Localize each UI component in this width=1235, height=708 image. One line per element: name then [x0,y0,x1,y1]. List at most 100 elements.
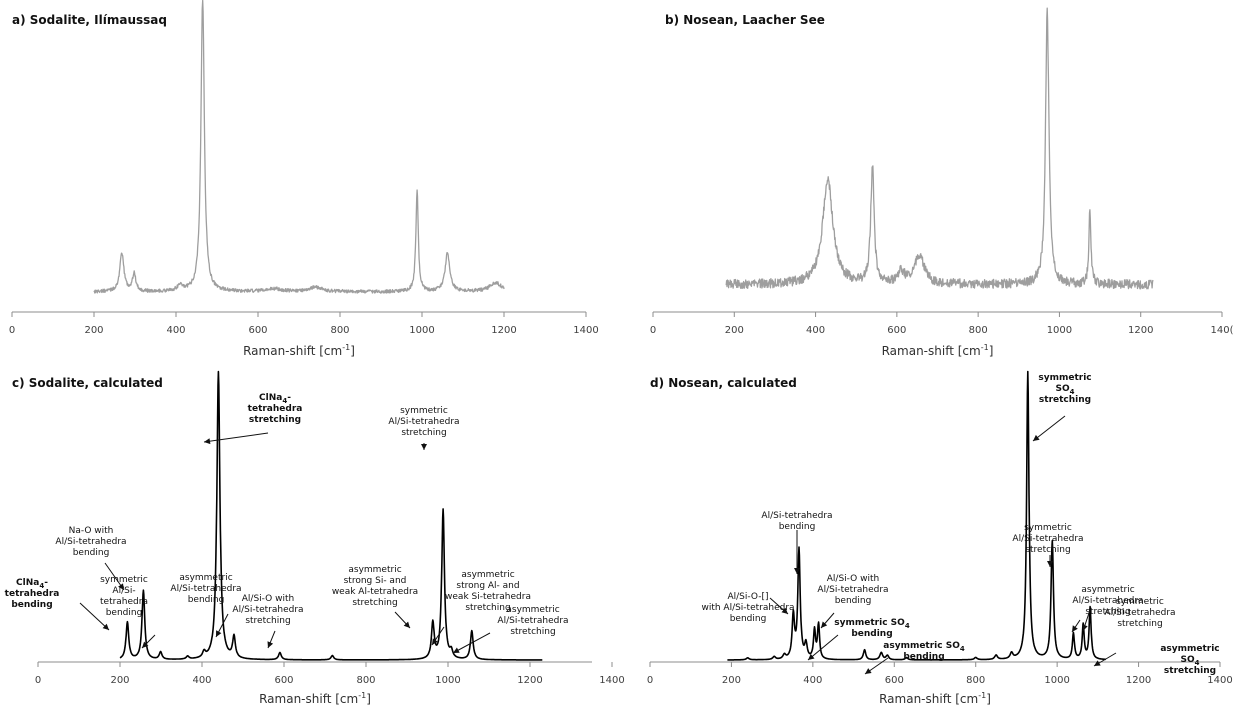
arrow-head-icon [102,623,109,630]
annotation-label: Na-O with Al/Si-tetrahedra bending [55,526,126,558]
x-tick-label: 0 [9,325,15,336]
panel-d: d) Nosean, calculated 0 200 400 600 800 1000 12… [647,370,1233,706]
arrow-head-icon [1082,624,1088,631]
peak-annotation: ClNa4-tetrahedra bending [5,578,110,631]
annotation-label: symmetric Al/Si-tetrahedra stretching [1012,523,1083,555]
x-tick-label: 800 [966,675,985,686]
spectrum-line [725,7,1154,290]
x-axis-label: Raman-shift [cm-1] [882,343,994,358]
annotation-arrow [452,632,491,654]
x-tick-label: 600 [887,325,906,336]
x-tick-label: 200 [84,325,103,336]
annotation-arrow [807,634,839,661]
arrow-head-icon [204,438,211,445]
peak-annotation: ClNa4-tetrahedra stretching [203,393,303,445]
x-tick-label: 1000 [435,675,460,686]
peak-annotation: asymmetric SO4​bending [864,641,965,675]
peak-annotation: asymmetric Al/Si-tetrahedra stretching [452,605,569,654]
panel-title: a) Sodalite, Ilímaussaq [12,13,167,27]
annotation-label: Al/Si-tetrahedra bending [761,511,832,532]
x-tick-label: 200 [722,675,741,686]
peak-annotation: Al/Si-O with Al/Si-tetrahedra bending [817,574,889,629]
x-tick-label: 1400 [1207,675,1232,686]
peak-annotation: Al/Si-O with Al/Si-tetrahedra stretching [232,594,304,649]
x-tick-label: 600 [274,675,293,686]
x-tick-label: 0 [650,325,656,336]
x-tick-label: 600 [885,675,904,686]
arrow-head-icon [1072,625,1078,632]
arrow-head-icon [1033,434,1040,441]
annotation-label: Al/Si-O-[] with Al/Si-tetrahedra bending [701,592,794,624]
panel-b: b) Nosean, Laacher See 0 200 400 600 800 1000 1… [650,7,1234,358]
x-tick-label: 1400 [573,325,598,336]
spectrum-line [727,370,1107,661]
spectrum-line [119,370,543,661]
annotation-label: symmetric Al/Si-tetrahedra stretching [388,406,459,438]
annotation-label: asymmetric SO4​bending [883,641,965,662]
peak-annotation: asymmetric Al/Si-tetrahedra stretching [1071,585,1144,633]
arrow-head-icon [1047,561,1053,567]
x-tick-label: 400 [803,675,822,686]
x-tick-label: 200 [110,675,129,686]
annotation-label: symmetric SO4​bending [834,618,910,639]
peak-annotation: symmetric Al/Si-tetrahedra bending [100,575,156,649]
x-tick-label: 1200 [491,325,516,336]
arrow-head-icon [1094,660,1101,666]
annotation-label: ClNa4-tetrahedra stretching [248,393,303,425]
annotation-label: asymmetric Al/Si-tetrahedra bending [170,573,241,605]
x-tick-label: 1000 [1047,325,1072,336]
annotation-label: asymmetric Al/Si-tetrahedra stretching [497,605,568,637]
annotation-label: symmetric Al/Si-tetrahedra bending [100,575,148,618]
annotation-arrow [79,602,110,631]
x-axis-label: Raman-shift [cm-1] [259,691,371,706]
x-tick-label: 1200 [1126,675,1151,686]
peak-annotation: asymmetric strong Al- and weak Si-tetrahed… [431,570,531,646]
x-tick-label: 800 [330,325,349,336]
x-axis-label: Raman-shift [cm-1] [243,343,355,358]
x-tick-label: 800 [356,675,375,686]
x-tick-label: 200 [725,325,744,336]
annotation-arrow [203,432,269,443]
x-tick-label: 1200 [1128,325,1153,336]
annotation-label: Al/Si-O with Al/Si-tetrahedra stretching [232,594,303,626]
arrow-head-icon [794,568,800,574]
peak-annotation: symmetric Al/Si-tetrahedra stretching [1082,597,1176,632]
arrow-head-icon [421,444,427,450]
arrow-head-icon [216,630,222,637]
x-tick-label: 400 [806,325,825,336]
arrow-head-icon [403,621,410,628]
peak-annotation: symmetric Al/Si-tetrahedra stretching [388,406,460,450]
arrow-head-icon [865,668,872,674]
arrow-head-icon [453,647,460,653]
peak-annotation: symmetric Al/Si-tetrahedra stretching [1012,523,1084,567]
x-tick-label: 0 [35,675,41,686]
panel-a: a) Sodalite, Ilímaussaq 0 200 400 600 800 1000… [9,0,599,358]
spectrum-line [93,0,505,294]
x-tick-label: 0 [647,675,653,686]
arrow-head-icon [781,607,788,614]
x-tick-label: 800 [969,325,988,336]
arrow-head-icon [808,653,815,660]
annotation-label: symmetric Al/Si-tetrahedra stretching [1104,597,1175,629]
panel-c: c) Sodalite, calculated 0 200 400 600 800 1000… [5,370,625,706]
x-tick-label: 1000 [409,325,434,336]
annotation-label: asymmetric strong Al- and weak Si-tetrahed… [445,570,531,613]
x-tick-label: 1000 [1044,675,1069,686]
x-tick-label: 600 [248,325,267,336]
annotation-label: ClNa4-tetrahedra bending [5,578,60,610]
arrow-head-icon [432,638,438,645]
peak-annotation: Al/Si-tetrahedra bending [761,511,833,574]
panel-title: d) Nosean, calculated [650,376,797,390]
panel-title: b) Nosean, Laacher See [665,13,825,27]
x-tick-label: 1400 [599,675,624,686]
peak-annotation: asymmetric Al/Si-tetrahedra bending [170,573,242,638]
arrow-head-icon [142,641,149,648]
peak-annotation: asymmetric strong Si- and weak Al-tetrahed… [332,565,418,629]
peak-annotation: Al/Si-O-[] with Al/Si-tetrahedra bending [701,592,794,624]
peak-annotation: symmetric SO4​bending [807,618,910,661]
x-axis-label: Raman-shift [cm-1] [879,691,991,706]
